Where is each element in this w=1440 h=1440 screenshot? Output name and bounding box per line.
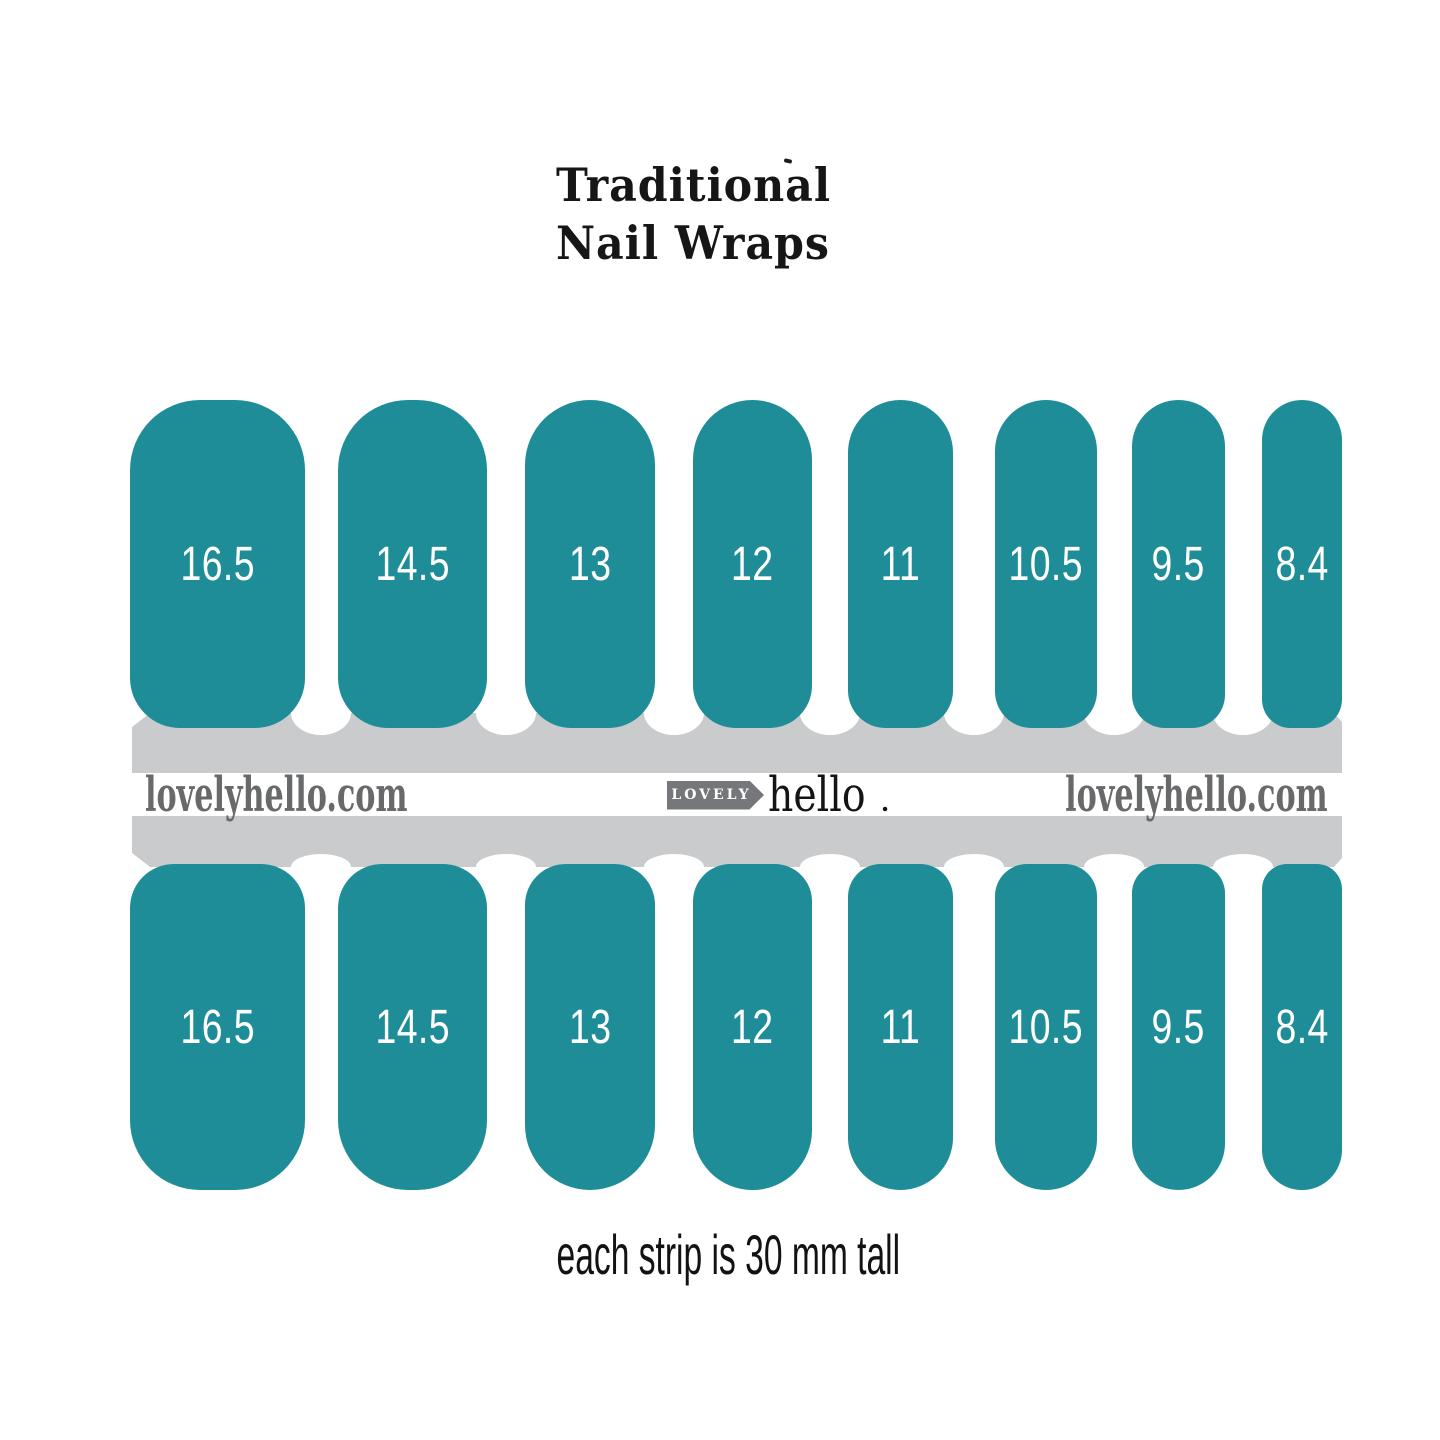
nail-size-label: 9.5	[1151, 1000, 1206, 1054]
nail-strip-bottom-10.5: 10.5	[995, 864, 1097, 1190]
nail-strip-top-14.5: 14.5	[338, 400, 487, 728]
domain-text-right: lovelyhello.com	[1065, 767, 1328, 823]
nail-size-label: 8.4	[1275, 1000, 1329, 1054]
nail-strip-bottom-12: 12	[693, 864, 812, 1190]
nail-strip-top-12: 12	[693, 400, 812, 728]
strip-height-note: each strip is 30 mm tall	[8, 1222, 1440, 1287]
nail-strip-bottom-11: 11	[848, 864, 953, 1190]
domain-text-left: lovelyhello.com	[145, 767, 408, 823]
nail-size-label: 14.5	[375, 537, 450, 591]
top-scallop-cutouts	[291, 700, 1273, 735]
title-line-1: Traditional	[556, 158, 832, 212]
lovelyhello-logo: LOVELY hello .	[667, 767, 890, 823]
nail-size-label: 10.5	[1008, 1000, 1084, 1054]
nail-strip-bottom-13: 13	[525, 864, 655, 1190]
bottom-scallop-cutouts	[291, 854, 1273, 880]
nail-strip-top-10.5: 10.5	[995, 400, 1097, 728]
nail-size-label: 10.5	[1008, 537, 1084, 591]
nail-size-label: 8.4	[1275, 537, 1329, 591]
logo-tag-shape: LOVELY	[667, 780, 764, 810]
logo-badge-text: LOVELY	[671, 787, 752, 803]
strip-height-note-text: each strip is 30 mm tall	[556, 1223, 900, 1286]
nail-strip-bottom-14.5: 14.5	[338, 864, 487, 1190]
nail-size-label: 13	[568, 537, 612, 591]
nail-strip-bottom-8.4: 8.4	[1262, 864, 1342, 1190]
logo-period: .	[880, 788, 890, 817]
nail-strip-top-11: 11	[848, 400, 953, 728]
logo-name-text: hello	[768, 767, 866, 823]
nail-strip-top-9.5: 9.5	[1132, 400, 1225, 728]
nail-strip-top-16.5: 16.5	[130, 400, 305, 728]
nail-strip-top-8.4: 8.4	[1262, 400, 1342, 728]
nail-strip-bottom-16.5: 16.5	[130, 864, 305, 1190]
nail-size-label: 13	[568, 1000, 612, 1054]
nail-size-label: 12	[731, 537, 774, 591]
nail-size-label: 14.5	[375, 1000, 450, 1054]
nail-size-label: 16.5	[180, 537, 255, 591]
nail-size-label: 12	[731, 1000, 774, 1054]
page-title: Traditional Nail Wraps	[556, 156, 831, 272]
nail-strip-bottom-9.5: 9.5	[1132, 864, 1225, 1190]
nail-size-label: 11	[880, 537, 921, 591]
title-line-2: Nail Wraps	[556, 216, 830, 270]
nail-size-label: 9.5	[1151, 537, 1206, 591]
nail-strip-top-13: 13	[525, 400, 655, 728]
nail-size-label: 11	[880, 1000, 921, 1054]
nail-size-label: 16.5	[180, 1000, 255, 1054]
